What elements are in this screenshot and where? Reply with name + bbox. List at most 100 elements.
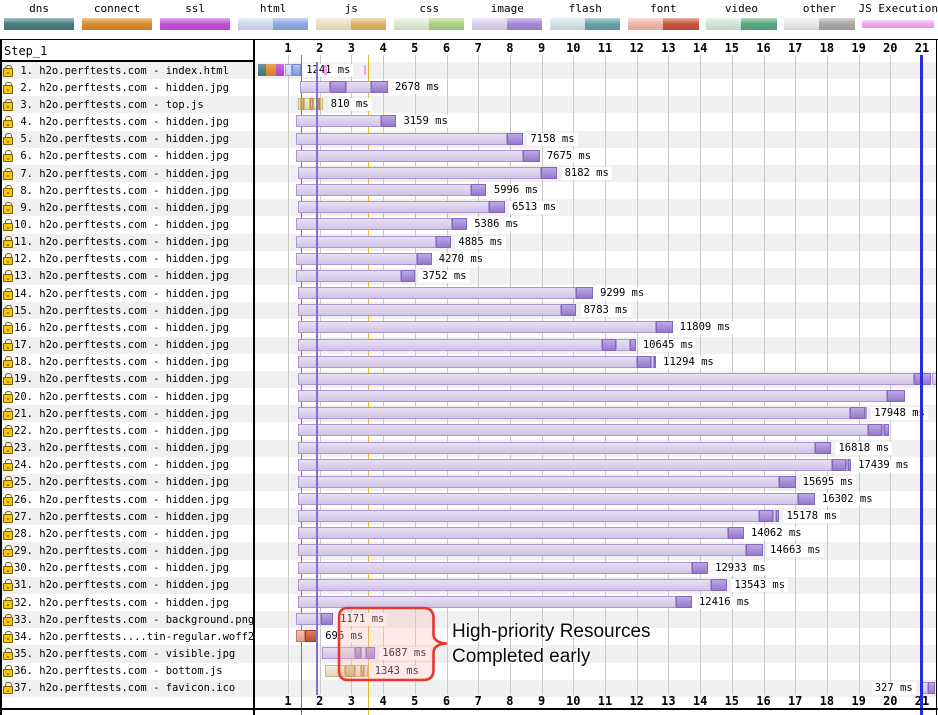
- request-row-label[interactable]: 15. h2o.perftests.com - hidden.jpg: [1, 302, 253, 320]
- request-bar-segment-img_l[interactable]: [650, 355, 655, 368]
- request-row-label[interactable]: 17. h2o.perftests.com - hidden.jpg: [1, 336, 253, 354]
- request-bar-segment-img_l[interactable]: [919, 681, 929, 694]
- request-row-label[interactable]: 7. h2o.perftests.com - hidden.jpg: [1, 164, 253, 183]
- request-bar-segment-js_d[interactable]: [360, 664, 365, 677]
- request-row-label[interactable]: 12. h2o.perftests.com - hidden.jpg: [1, 251, 253, 268]
- request-bar-segment-img_l[interactable]: [298, 287, 577, 300]
- request-bar-segment-js_d[interactable]: [318, 98, 321, 111]
- request-bar-segment-img_l[interactable]: [296, 132, 507, 145]
- request-bar-segment-img_l[interactable]: [298, 475, 780, 488]
- request-bar-segment-img_d[interactable]: [710, 578, 728, 591]
- request-bar-segment-connect[interactable]: [266, 64, 276, 76]
- request-row-label[interactable]: 18. h2o.perftests.com - hidden.jpg: [1, 354, 253, 371]
- request-bar-segment-img_d[interactable]: [883, 424, 889, 437]
- request-bar-segment-img_d[interactable]: [887, 390, 905, 403]
- waterfall-row[interactable]: 12933 ms: [254, 560, 936, 577]
- request-bar-segment-img_d[interactable]: [676, 595, 692, 608]
- request-bar-segment-img_l[interactable]: [845, 458, 849, 471]
- request-bar-segment-img_d[interactable]: [488, 201, 505, 214]
- waterfall-row[interactable]: 13543 ms: [254, 576, 936, 594]
- request-row-label[interactable]: 33. h2o.perftests.com - background.png: [1, 611, 253, 629]
- request-row-label[interactable]: 22. h2o.perftests.com - hidden.jpg: [1, 422, 253, 439]
- request-bar-segment-img_l[interactable]: [298, 527, 728, 540]
- waterfall-row[interactable]: 1171 ms: [254, 611, 936, 629]
- request-bar-segment-img_d[interactable]: [506, 132, 524, 145]
- waterfall-row[interactable]: 6513 ms: [254, 199, 936, 217]
- request-bar-segment-img_d[interactable]: [321, 613, 333, 626]
- waterfall-row[interactable]: 1241 ms: [254, 62, 936, 80]
- request-bar-segment-img_d[interactable]: [779, 475, 796, 488]
- waterfall-row[interactable]: 15178 ms: [254, 508, 936, 526]
- request-bar-segment-js_d[interactable]: [309, 98, 314, 111]
- waterfall-row[interactable]: 14062 ms: [254, 525, 936, 542]
- request-bar-segment-img_l[interactable]: [298, 407, 850, 420]
- request-bar-segment-img_l[interactable]: [298, 510, 759, 523]
- request-bar-segment-img_d[interactable]: [727, 527, 744, 540]
- waterfall-row[interactable]: 7158 ms: [254, 130, 936, 148]
- request-bar-segment-img_d[interactable]: [401, 269, 416, 282]
- request-row-label[interactable]: 2. h2o.perftests.com - hidden.jpg: [1, 79, 253, 96]
- waterfall-row[interactable]: 3159 ms: [254, 113, 936, 130]
- request-bar-segment-img_l[interactable]: [296, 218, 452, 231]
- request-bar-segment-img_d[interactable]: [354, 647, 361, 660]
- request-row-label[interactable]: 9. h2o.perftests.com - hidden.jpg: [1, 199, 253, 217]
- request-bar-segment-img_d[interactable]: [523, 149, 540, 162]
- request-row-label[interactable]: 27. h2o.perftests.com - hidden.jpg: [1, 508, 253, 526]
- request-row-label[interactable]: 6. h2o.perftests.com - hidden.jpg: [1, 148, 253, 165]
- request-bar-segment-img_d[interactable]: [329, 81, 346, 94]
- request-bar-segment-js_d[interactable]: [301, 98, 305, 111]
- request-row-label[interactable]: 14. h2o.perftests.com - hidden.jpg: [1, 285, 253, 302]
- waterfall-row[interactable]: 16818 ms: [254, 439, 936, 457]
- request-row-label[interactable]: 20. h2o.perftests.com - hidden.jpg: [1, 388, 253, 405]
- request-bar-segment-img_l[interactable]: [298, 561, 693, 574]
- request-row-label[interactable]: 8. h2o.perftests.com - hidden.jpg: [1, 182, 253, 199]
- request-bar-segment-js_l[interactable]: [320, 98, 324, 111]
- request-bar-segment-dns[interactable]: [257, 64, 267, 76]
- request-bar-segment-img_d[interactable]: [775, 510, 780, 523]
- request-bar-segment-js_l[interactable]: [354, 664, 361, 677]
- request-bar-segment-html_d[interactable]: [291, 64, 301, 76]
- request-bar-segment-img_d[interactable]: [380, 115, 397, 128]
- request-bar-segment-img_d[interactable]: [417, 252, 432, 265]
- request-bar-segment-img_l[interactable]: [298, 595, 676, 608]
- request-bar-segment-img_d[interactable]: [470, 184, 487, 197]
- waterfall-row[interactable]: 16302 ms: [254, 491, 936, 508]
- request-bar-segment-img_l[interactable]: [296, 269, 402, 282]
- waterfall-row[interactable]: 7675 ms: [254, 148, 936, 165]
- request-row-label[interactable]: 28. h2o.perftests.com - hidden.jpg: [1, 525, 253, 542]
- request-row-label[interactable]: 35. h2o.perftests.com - visible.jpg: [1, 645, 253, 663]
- waterfall-row[interactable]: 5386 ms: [254, 216, 936, 233]
- waterfall-row[interactable]: 327 ms: [254, 679, 936, 697]
- request-bar-segment-img_d[interactable]: [798, 493, 815, 505]
- waterfall-row[interactable]: 11809 ms: [254, 319, 936, 336]
- request-bar-segment-img_d[interactable]: [656, 321, 673, 334]
- waterfall-row[interactable]: 17948 ms: [254, 405, 936, 423]
- request-bar-segment-ssl[interactable]: [275, 64, 284, 76]
- request-row-label[interactable]: 26. h2o.perftests.com - hidden.jpg: [1, 491, 253, 508]
- request-bar-segment-img_l[interactable]: [864, 407, 868, 420]
- request-bar-segment-img_l[interactable]: [295, 613, 322, 626]
- request-bar-segment-img_l[interactable]: [773, 510, 776, 523]
- request-bar-segment-img_d[interactable]: [928, 681, 936, 694]
- waterfall-row[interactable]: [254, 422, 936, 439]
- request-row-label[interactable]: 30. h2o.perftests.com - hidden.jpg: [1, 560, 253, 577]
- request-row-label[interactable]: 10. h2o.perftests.com - hidden.jpg: [1, 216, 253, 233]
- request-bar-segment-img_d[interactable]: [758, 510, 773, 523]
- request-row-label[interactable]: 4. h2o.perftests.com - hidden.jpg: [1, 113, 253, 130]
- request-bar-segment-img_l[interactable]: [298, 578, 711, 591]
- request-bar-segment-img_d[interactable]: [576, 287, 593, 300]
- waterfall-row[interactable]: 11294 ms: [254, 354, 936, 371]
- request-bar-segment-img_d[interactable]: [371, 81, 388, 94]
- request-row-label[interactable]: 29. h2o.perftests.com - hidden.jpg: [1, 542, 253, 560]
- request-bar-segment-jsexec[interactable]: [364, 65, 367, 75]
- request-bar-segment-img_l[interactable]: [298, 355, 637, 368]
- request-row-label[interactable]: 23. h2o.perftests.com - hidden.jpg: [1, 439, 253, 457]
- request-bar-segment-img_l[interactable]: [296, 184, 471, 197]
- request-bar-segment-img_d[interactable]: [636, 355, 651, 368]
- request-bar-segment-img_d[interactable]: [654, 355, 657, 368]
- waterfall-row[interactable]: 12416 ms: [254, 594, 936, 611]
- request-bar-segment-img_l[interactable]: [296, 149, 524, 162]
- request-row-label[interactable]: 1. h2o.perftests.com - index.html: [1, 62, 253, 80]
- waterfall-row[interactable]: 1687 ms: [254, 645, 936, 663]
- request-bar-segment-img_l[interactable]: [298, 321, 657, 334]
